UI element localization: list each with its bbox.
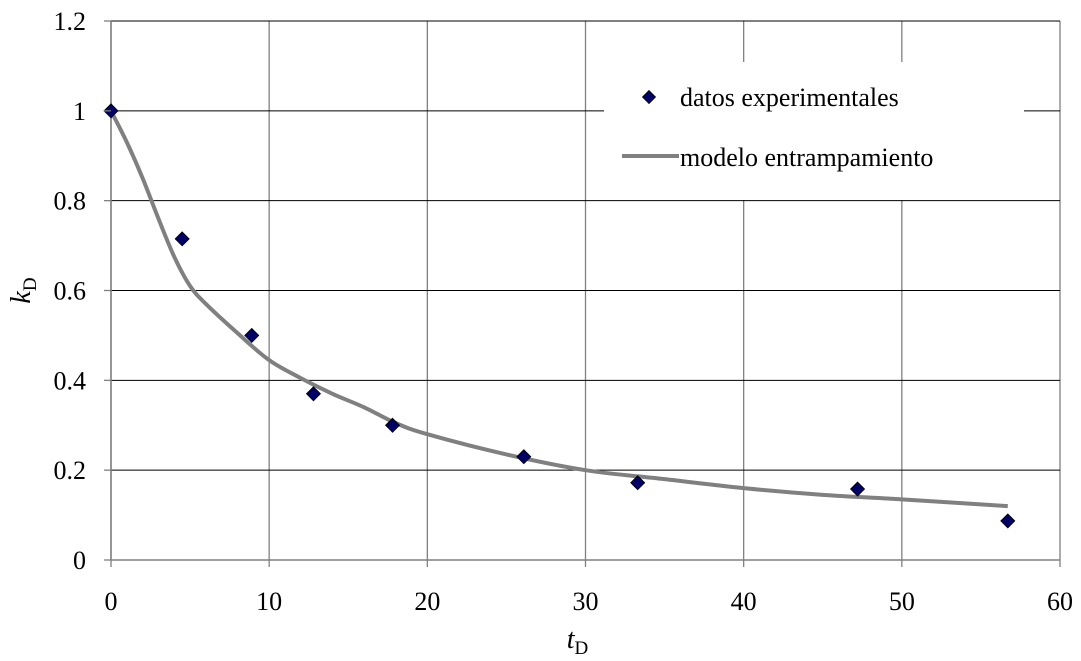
x-axis-title: tD xyxy=(567,624,589,659)
y-tick-label: 1 xyxy=(73,97,86,126)
data-point xyxy=(630,475,646,491)
data-point xyxy=(849,481,866,497)
legend-label-datos: datos experimentales xyxy=(680,83,899,112)
legend-label-modelo: modelo entrampamiento xyxy=(680,143,933,172)
data-point xyxy=(174,231,190,247)
data-points-layer xyxy=(103,103,1016,529)
y-axis-title-main: k xyxy=(6,291,37,304)
y-tick-label: 0.4 xyxy=(54,366,87,395)
x-axis-title-sub: D xyxy=(575,638,589,659)
x-tick-label: 0 xyxy=(105,587,118,616)
data-point xyxy=(305,386,322,402)
x-tick-label: 60 xyxy=(1047,587,1073,616)
y-axis-title-sub: D xyxy=(20,277,41,291)
x-tick-label: 40 xyxy=(731,587,757,616)
data-point xyxy=(244,327,260,343)
y-axis-ticks: 0 0.2 0.4 0.6 0.8 1 1.2 xyxy=(54,7,111,575)
data-point xyxy=(1000,513,1016,529)
x-tick-label: 10 xyxy=(256,587,282,616)
y-tick-label: 0.8 xyxy=(54,187,87,216)
model-line-layer xyxy=(109,109,1008,509)
x-axis-title-main: t xyxy=(567,624,576,655)
legend-marker-datos xyxy=(641,89,657,105)
x-tick-label: 50 xyxy=(889,587,915,616)
y-tick-label: 1.2 xyxy=(54,7,87,36)
data-point xyxy=(384,417,401,433)
x-axis-ticks: 0 10 20 30 40 50 60 xyxy=(105,560,1073,616)
y-axis-title: kD xyxy=(6,277,41,303)
y-tick-label: 0.2 xyxy=(54,456,87,485)
legend-background xyxy=(604,62,1024,200)
x-tick-label: 30 xyxy=(573,587,599,616)
y-tick-label: 0.6 xyxy=(54,277,87,306)
y-tick-label: 0 xyxy=(73,546,86,575)
legend: datos experimentales modelo entrampamien… xyxy=(604,62,1024,200)
x-tick-label: 20 xyxy=(414,587,440,616)
model-line xyxy=(109,109,1008,509)
data-point xyxy=(516,449,532,465)
